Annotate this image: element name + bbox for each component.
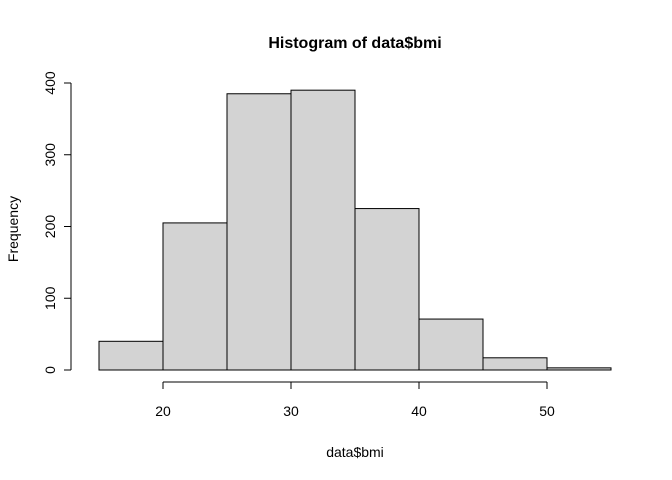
x-tick-label: 40: [411, 403, 427, 419]
y-tick-label: 300: [42, 143, 58, 167]
histogram-bar-8: [546, 367, 612, 371]
histogram-bar-4: [290, 89, 356, 371]
y-tick-label: 0: [42, 366, 58, 374]
y-tick-label: 200: [42, 215, 58, 239]
y-axis: 0 100 200 300 400: [42, 71, 72, 374]
y-axis-label: Frequency: [5, 196, 21, 262]
x-axis: 20 30 40 50: [155, 381, 555, 419]
x-tick-label: 50: [539, 403, 555, 419]
histogram-bar-6: [418, 318, 484, 371]
chart-title: Histogram of data$bmi: [268, 35, 441, 52]
y-tick-label: 100: [42, 286, 58, 310]
x-tick-label: 30: [283, 403, 299, 419]
bars-group: [98, 89, 612, 371]
y-tick-label: 400: [42, 71, 58, 95]
histogram-bar-5: [354, 208, 420, 371]
x-tick-label: 20: [155, 403, 171, 419]
histogram-bar-2: [162, 222, 228, 371]
x-axis-label: data$bmi: [326, 444, 384, 460]
histogram-bar-1: [98, 340, 164, 371]
histogram-bar-3: [226, 93, 292, 371]
histogram-bar-7: [482, 357, 548, 371]
